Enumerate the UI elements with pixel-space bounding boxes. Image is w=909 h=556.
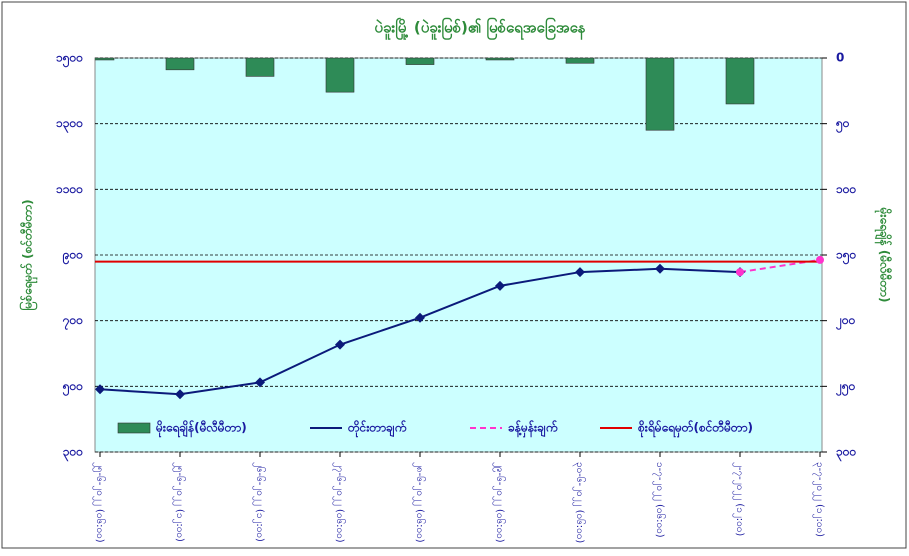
point-marker xyxy=(655,263,665,274)
rain-bar xyxy=(245,58,275,77)
legend-label: မိုးရေချိန်(မီလီမီတာ) xyxy=(155,419,247,439)
point-marker xyxy=(736,268,744,277)
point-marker xyxy=(255,377,265,388)
x-tick-label: ၂၆-၆-၂၀၂၂ (၁၂:၀၀) xyxy=(252,462,267,542)
rain-bar xyxy=(645,58,675,131)
y-tick-label: ၁၁၀၀ xyxy=(56,182,83,196)
legend-swatch xyxy=(117,422,151,434)
rain-bar xyxy=(485,58,515,61)
x-tick-label: ၂၉-၆-၂၀၂၂ (၀၆:၀၀) xyxy=(492,462,507,543)
y-tick-label: ၁၅၀၀ xyxy=(56,51,83,69)
point-marker xyxy=(816,255,824,264)
y-tick-label: ၉၀၀ xyxy=(62,248,84,266)
y2-tick-label: ၁၅၀ xyxy=(836,248,857,266)
series-line xyxy=(739,258,821,274)
y2-tick-label: ၂၅၀ xyxy=(835,379,856,397)
x-tick-label: ၁-၇-၂၀၂၂ (၀၆:၀၀) xyxy=(652,462,667,538)
rain-bar xyxy=(565,58,595,64)
y2-tick-label: 0 xyxy=(836,51,844,65)
x-tick-label: ၂၈-၆-၂၀၂၂ (၀၆:၀၀) xyxy=(412,462,427,543)
y-tick-label: ၅၀၀ xyxy=(62,379,84,397)
y-axis-label: မြစ်ရေမှတ် (စင်တီမီတာ) xyxy=(18,199,39,310)
point-marker xyxy=(175,389,185,400)
legend-label: စိုးရိမ်ရေမှတ်(စင်တီမီတာ) xyxy=(637,419,753,439)
legend-label: ခန့်မှန်းချက် xyxy=(508,419,558,439)
y-tick-label: ၁၃၀၀ xyxy=(56,116,83,134)
rain-bar xyxy=(165,58,195,71)
rain-bar xyxy=(405,58,435,65)
point-marker xyxy=(575,267,585,278)
rain-bar xyxy=(725,58,755,105)
y2-axis-label: မိုးရေချိန် (မီလီမီတာ) xyxy=(874,207,894,303)
rain-bar xyxy=(95,58,115,61)
point-marker xyxy=(335,339,345,350)
y2-tick-label: ၂၀၀ xyxy=(835,313,856,331)
y2-tick-label: ၅၀ xyxy=(835,116,850,134)
x-tick-label: ၂၅-၆-၂၀၂၂ (၁၂:၀၀) xyxy=(172,462,187,542)
point-marker xyxy=(95,384,105,395)
point-marker xyxy=(495,280,505,291)
y2-tick-label: ၃၀၀ xyxy=(836,445,857,463)
x-tick-label: ၂၇-၆-၂၀၂၂ (၀၆:၀၀) xyxy=(332,462,347,543)
x-tick-label: ၂-၇-၂၀၂၂ (၁၂:၀၀) xyxy=(732,462,745,536)
rain-bar xyxy=(325,58,355,93)
x-tick-label: ၂၅-၆-၂၀၂၂ (၀၆:၀၀) xyxy=(92,462,107,543)
y-tick-label: ၃၀၀ xyxy=(63,445,84,463)
point-marker xyxy=(415,312,425,323)
x-tick-label: ၃-၇-၂၀၂၂ (၁၂:၀၀) xyxy=(812,462,825,537)
x-tick-label: ၃၀-၆-၂၀၂၂ (၀၆:၀၀) xyxy=(572,462,587,543)
y2-tick-label: ၁၀၀ xyxy=(836,182,857,196)
y-tick-label: ၇၀၀ xyxy=(62,313,84,331)
legend-label: တိုင်းတာချက် xyxy=(347,419,407,439)
